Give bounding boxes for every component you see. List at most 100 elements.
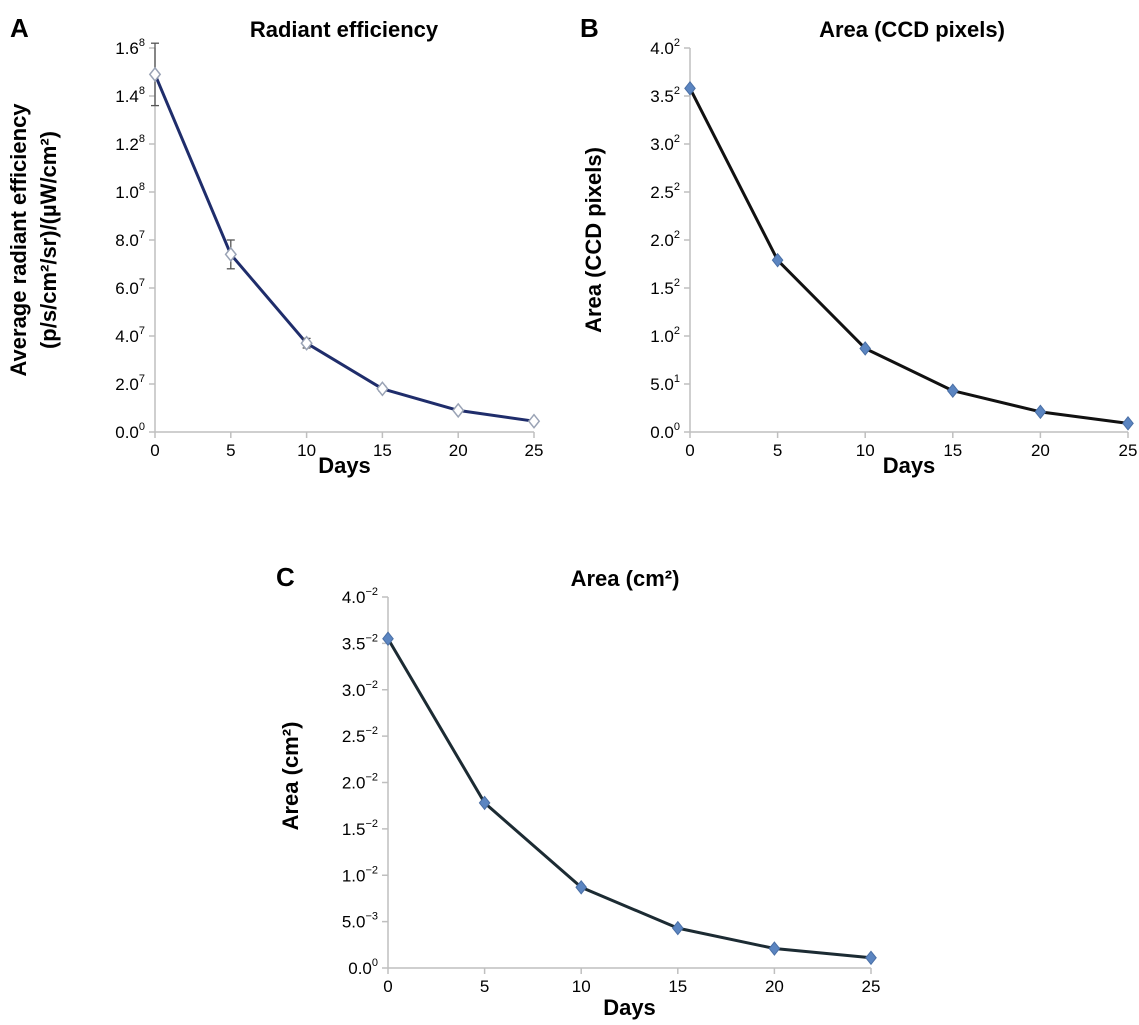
y-tick-base: 0.0 <box>348 959 372 978</box>
y-tick-base: 3.5 <box>650 87 674 106</box>
y-tick-label: 5.01 <box>650 373 680 394</box>
panel-letter: B <box>580 13 599 43</box>
y-tick-base: 3.0 <box>650 135 674 154</box>
y-tick-exponent: 2 <box>674 85 680 97</box>
y-tick-exponent: 1 <box>674 373 680 385</box>
y-tick-label: 1.5−2 <box>342 818 378 839</box>
y-tick-base: 8.0 <box>115 231 139 250</box>
data-point <box>946 383 959 399</box>
y-tick-exponent: 7 <box>139 229 145 241</box>
y-tick-exponent: 0 <box>372 957 378 969</box>
x-tick-label: 20 <box>449 441 468 460</box>
x-tick-label: 10 <box>297 441 316 460</box>
x-axis-title: Days <box>318 453 371 478</box>
y-tick-label: 0.00 <box>650 421 680 442</box>
y-tick-base: 4.0 <box>650 39 674 58</box>
y-axis-title: Area (cm²) <box>278 722 303 831</box>
x-tick-label: 5 <box>773 441 782 460</box>
y-tick-exponent: −2 <box>365 818 378 830</box>
y-tick-label: 2.0−2 <box>342 772 378 793</box>
data-point <box>382 631 394 647</box>
data-point <box>859 341 872 356</box>
y-tick-exponent: 2 <box>674 133 680 145</box>
y-tick-base: 0.0 <box>650 423 674 442</box>
y-tick-base: 3.5 <box>342 634 366 653</box>
x-tick-label: 20 <box>1031 441 1050 460</box>
y-tick-label: 4.07 <box>115 325 145 346</box>
x-tick-label: 10 <box>856 441 875 460</box>
y-tick-label: 3.52 <box>650 85 680 106</box>
y-tick-base: 1.2 <box>115 135 139 154</box>
x-tick-label: 15 <box>668 977 687 996</box>
y-tick-label: 1.52 <box>650 277 680 298</box>
y-tick-exponent: 8 <box>139 181 145 193</box>
y-tick-base: 1.4 <box>115 87 139 106</box>
chart-panel-a: A Radiant efficiency0.002.074.076.078.071… <box>6 13 543 478</box>
y-axis-title: Area (CCD pixels) <box>581 147 606 333</box>
chart-panel-b: B Area (CCD pixels)0.005.011.021.522.022.… <box>580 13 1137 478</box>
data-point <box>300 335 313 351</box>
y-tick-label: 6.07 <box>115 277 145 298</box>
y-tick-base: 2.5 <box>342 727 366 746</box>
y-tick-exponent: −2 <box>365 772 378 784</box>
x-tick-label: 15 <box>943 441 962 460</box>
y-tick-base: 2.0 <box>650 231 674 250</box>
x-tick-label: 15 <box>373 441 392 460</box>
y-tick-base: 2.5 <box>650 183 674 202</box>
data-point <box>478 795 491 811</box>
data-point <box>575 880 588 895</box>
x-tick-label: 10 <box>572 977 591 996</box>
y-tick-base: 0.0 <box>115 423 139 442</box>
x-tick-label: 25 <box>1119 441 1138 460</box>
data-point <box>1122 416 1134 431</box>
y-axis-title: Average radiant efficiency <box>6 103 31 377</box>
y-axis-title: (p/s/cm²/sr)/(µW/cm²) <box>36 131 61 349</box>
data-point <box>376 381 389 397</box>
chart-title: Radiant efficiency <box>250 17 439 42</box>
y-tick-base: 2.0 <box>342 774 366 793</box>
y-tick-exponent: 2 <box>674 277 680 289</box>
y-tick-exponent: 2 <box>674 181 680 193</box>
x-axis-title: Days <box>603 995 656 1020</box>
y-tick-exponent: 8 <box>139 133 145 145</box>
y-tick-label: 2.07 <box>115 373 145 394</box>
y-tick-label: 3.02 <box>650 133 680 154</box>
y-tick-exponent: 8 <box>139 85 145 97</box>
y-tick-label: 0.00 <box>348 957 378 978</box>
y-tick-label: 3.5−2 <box>342 632 378 653</box>
y-tick-exponent: 2 <box>674 229 680 241</box>
data-point <box>527 413 541 429</box>
y-tick-label: 8.07 <box>115 229 145 250</box>
data-point <box>148 66 162 83</box>
y-tick-exponent: 7 <box>139 373 145 385</box>
y-tick-exponent: 0 <box>674 421 680 433</box>
y-tick-label: 1.08 <box>115 181 145 202</box>
y-tick-exponent: −2 <box>365 864 378 876</box>
y-tick-label: 5.0−3 <box>342 911 378 932</box>
y-tick-exponent: −2 <box>365 679 378 691</box>
chart-panel-c: C Area (cm²)0.005.0−31.0−21.5−22.0−22.5−2… <box>276 562 880 1020</box>
y-tick-label: 2.02 <box>650 229 680 250</box>
series-line <box>688 87 1129 425</box>
y-tick-base: 2.0 <box>115 375 139 394</box>
y-tick-exponent: −3 <box>365 911 378 923</box>
chart-title: Area (cm²) <box>571 566 680 591</box>
x-tick-label: 20 <box>765 977 784 996</box>
x-tick-label: 25 <box>525 441 544 460</box>
y-tick-label: 1.48 <box>115 85 145 106</box>
y-tick-base: 1.0 <box>342 866 366 885</box>
x-tick-label: 25 <box>862 977 881 996</box>
x-tick-label: 5 <box>226 441 235 460</box>
y-tick-base: 1.6 <box>115 39 139 58</box>
y-tick-base: 4.0 <box>115 327 139 346</box>
x-tick-label: 5 <box>480 977 489 996</box>
y-tick-label: 1.02 <box>650 325 680 346</box>
y-tick-base: 6.0 <box>115 279 139 298</box>
series-line <box>386 637 872 960</box>
y-tick-label: 1.68 <box>115 37 145 58</box>
y-tick-label: 3.0−2 <box>342 679 378 700</box>
y-tick-label: 2.5−2 <box>342 725 378 746</box>
panel-letter: A <box>10 13 29 43</box>
y-tick-exponent: 7 <box>139 325 145 337</box>
